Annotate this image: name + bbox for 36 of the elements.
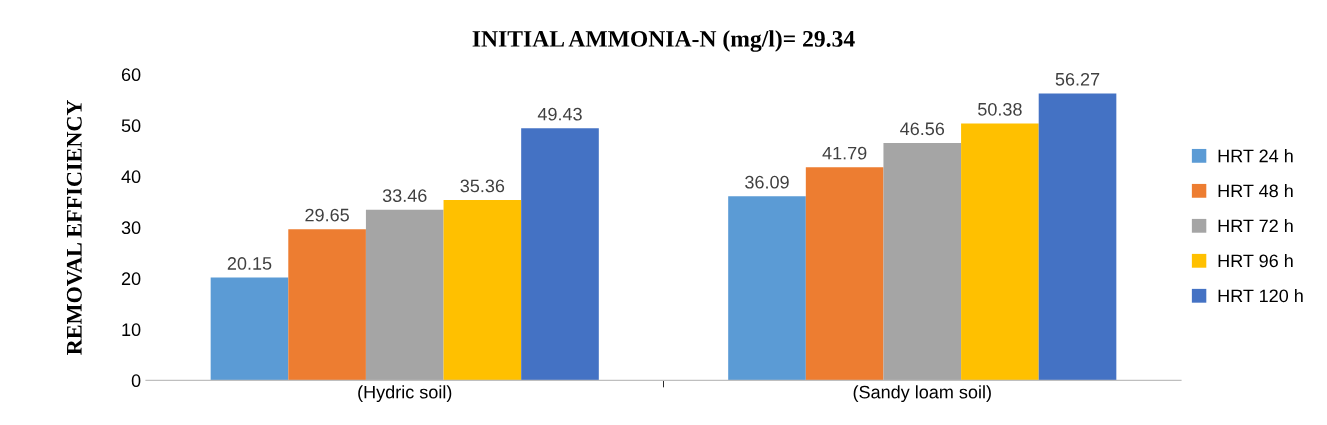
data-label: 46.56 [900,122,945,136]
y-tick-label: 60 [121,68,141,82]
bar [728,196,806,381]
y-tick-label: 40 [121,170,141,184]
legend-label: HRT 96 h [1218,253,1293,268]
x-tick-label: (Sandy loam soil) [853,385,991,403]
y-tick-label: 20 [121,272,141,286]
legend-label: HRT 72 h [1218,219,1293,233]
data-label: 20.15 [227,257,272,270]
chart-title: INITIAL AMMONIA-N (mg/l)= 29.34 [472,30,855,52]
data-label: 50.38 [978,102,1022,116]
bar [443,200,522,381]
legend-label: HRT 24 h [1218,149,1293,163]
y-tick-label: 30 [121,221,141,235]
bar [1038,93,1117,381]
data-label: 35.36 [460,179,505,193]
y-tick-label: 50 [121,119,141,133]
data-label: 33.46 [382,189,427,202]
data-label: 29.65 [305,208,349,222]
y-axis-title: REMOVAL EFFICIENCY [66,99,82,355]
bar [805,167,884,381]
x-tick-label: (Hydric soil) [358,385,452,403]
data-label: 49.43 [537,107,582,121]
y-tick-label: 10 [122,323,141,337]
legend-label: HRT 120 h [1218,288,1303,303]
data-label: 41.79 [822,146,867,160]
bar [883,142,962,381]
bar [521,128,599,381]
legend-label: HRT 48 h [1218,184,1293,198]
data-label: 56.27 [1055,72,1100,86]
bar [365,209,444,381]
bar [210,277,289,381]
y-tick-label: 0 [131,374,141,388]
bar [961,123,1039,381]
data-label: 36.09 [745,175,789,189]
bar [288,229,366,381]
